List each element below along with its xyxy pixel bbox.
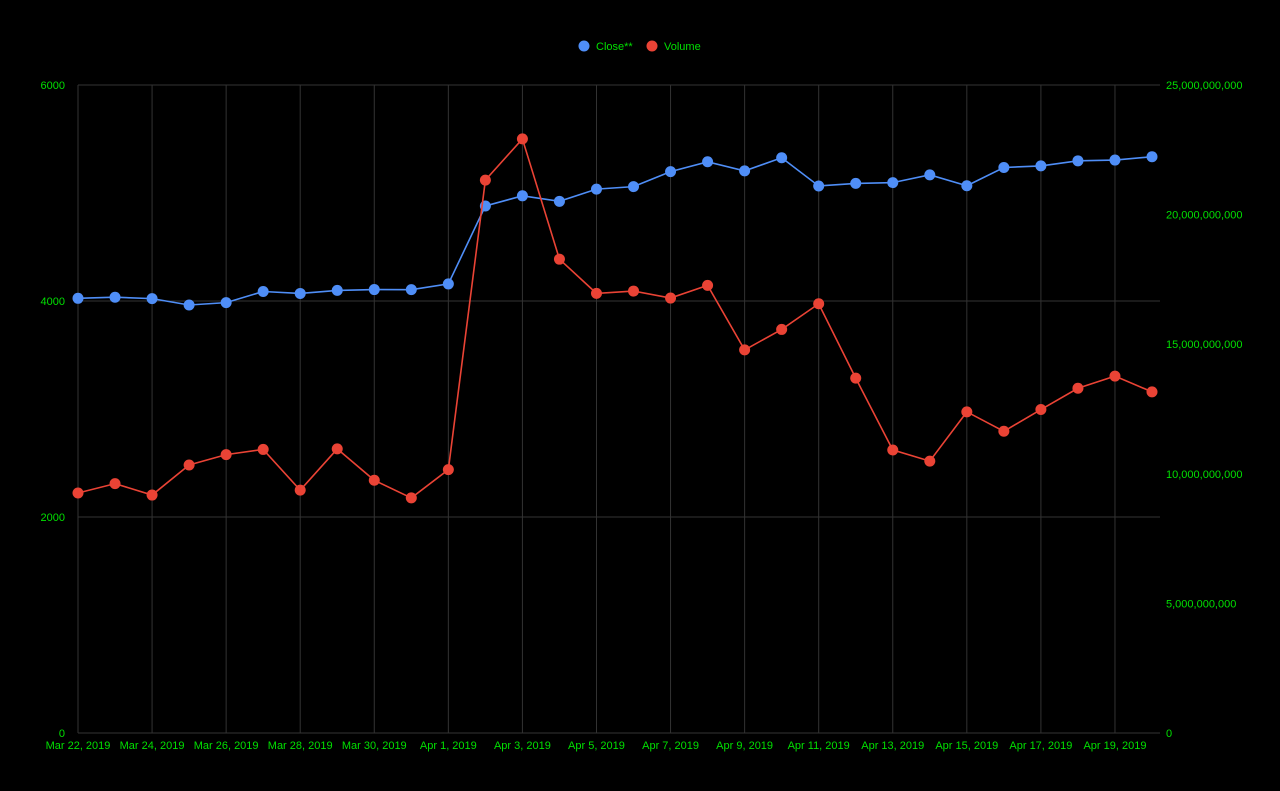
legend: Close** Volume (578, 40, 701, 53)
data-point-volume[interactable] (72, 487, 84, 499)
data-point-volume[interactable] (590, 287, 602, 299)
legend-label-volume: Volume (664, 41, 701, 53)
y-left-tick-label: 4000 (41, 296, 65, 308)
data-point-close[interactable] (405, 284, 417, 296)
data-point-volume[interactable] (516, 133, 528, 145)
data-point-close[interactable] (516, 190, 528, 202)
legend-marker-volume (646, 40, 658, 52)
data-point-volume[interactable] (109, 478, 121, 490)
data-point-volume[interactable] (887, 444, 899, 456)
data-point-close[interactable] (442, 278, 454, 290)
y-right-tick-label: 15,000,000,000 (1166, 339, 1242, 351)
data-point-volume[interactable] (294, 484, 306, 496)
data-point-volume[interactable] (628, 285, 640, 297)
x-tick-label: Apr 17, 2019 (1009, 740, 1072, 752)
data-point-close[interactable] (628, 181, 640, 193)
data-point-close[interactable] (924, 169, 936, 181)
data-point-close[interactable] (294, 287, 306, 299)
grid (77, 84, 1160, 734)
x-tick-label: Apr 7, 2019 (642, 740, 699, 752)
data-point-volume[interactable] (924, 455, 936, 467)
y-right-tick-label: 10,000,000,000 (1166, 469, 1242, 481)
data-point-volume[interactable] (405, 492, 417, 504)
series-line-close (77, 155, 1153, 306)
data-point-close[interactable] (1072, 155, 1084, 167)
data-point-volume[interactable] (1109, 370, 1121, 382)
x-tick-label: Mar 22, 2019 (46, 740, 111, 752)
data-point-close[interactable] (1035, 160, 1047, 172)
data-point-volume[interactable] (442, 464, 454, 476)
data-point-close[interactable] (220, 297, 232, 309)
data-point-volume[interactable] (331, 443, 343, 455)
data-point-close[interactable] (739, 165, 751, 177)
data-point-close[interactable] (257, 285, 269, 297)
x-tick-label: Apr 5, 2019 (568, 740, 625, 752)
data-point-close[interactable] (702, 156, 714, 168)
data-point-volume[interactable] (776, 323, 788, 335)
axes: 0 2000 4000 6000 0 5,000,000,000 10,000,000,00… (41, 80, 1243, 752)
data-point-volume[interactable] (665, 292, 677, 304)
data-point-volume[interactable] (183, 459, 195, 471)
y-left-tick-label: 2000 (41, 512, 65, 524)
data-point-volume[interactable] (368, 474, 380, 486)
data-point-close[interactable] (776, 152, 788, 164)
data-point-volume[interactable] (257, 443, 269, 455)
data-point-close[interactable] (146, 293, 158, 305)
data-point-volume[interactable] (1072, 382, 1084, 394)
y-right-tick-label: 20,000,000,000 (1166, 210, 1242, 222)
data-point-close[interactable] (850, 177, 862, 189)
x-tick-label: Apr 3, 2019 (494, 740, 551, 752)
data-point-close[interactable] (887, 177, 899, 189)
x-tick-label: Apr 15, 2019 (935, 740, 998, 752)
data-point-close[interactable] (998, 162, 1010, 174)
data-point-close[interactable] (813, 180, 825, 192)
data-point-close[interactable] (109, 291, 121, 303)
data-point-close[interactable] (961, 180, 973, 192)
data-point-volume[interactable] (961, 406, 973, 418)
x-tick-label: Apr 1, 2019 (420, 740, 477, 752)
x-tick-label: Apr 11, 2019 (788, 740, 850, 752)
x-tick-label: Apr 19, 2019 (1083, 740, 1146, 752)
y-left-tick-label: 6000 (41, 80, 65, 92)
data-point-close[interactable] (331, 284, 343, 296)
x-tick-label: Mar 28, 2019 (268, 740, 333, 752)
data-point-volume[interactable] (220, 449, 232, 461)
data-point-volume[interactable] (739, 344, 751, 356)
data-point-volume[interactable] (850, 372, 862, 384)
x-tick-label: Mar 30, 2019 (342, 740, 407, 752)
x-tick-label: Mar 26, 2019 (194, 740, 259, 752)
data-point-volume[interactable] (998, 425, 1010, 437)
data-point-volume[interactable] (146, 489, 158, 501)
legend-label-close: Close** (596, 41, 633, 53)
data-point-volume[interactable] (1035, 404, 1047, 416)
y-left-tick-label: 0 (59, 728, 65, 740)
data-point-volume[interactable] (813, 298, 825, 310)
data-point-volume[interactable] (553, 253, 565, 265)
data-point-close[interactable] (553, 195, 565, 207)
data-point-volume[interactable] (702, 279, 714, 291)
y-right-tick-label: 0 (1166, 728, 1172, 740)
x-tick-label: Mar 24, 2019 (120, 740, 185, 752)
data-point-close[interactable] (368, 284, 380, 296)
data-point-volume[interactable] (1146, 386, 1158, 398)
data-point-close[interactable] (1109, 154, 1121, 166)
data-point-close[interactable] (590, 183, 602, 195)
x-tick-label: Apr 9, 2019 (716, 740, 773, 752)
data-point-volume[interactable] (479, 174, 491, 186)
x-tick-label: Apr 13, 2019 (861, 740, 924, 752)
y-right-tick-label: 5,000,000,000 (1166, 598, 1236, 610)
y-right-tick-label: 25,000,000,000 (1166, 80, 1242, 92)
data-point-close[interactable] (665, 166, 677, 178)
legend-marker-close (578, 40, 590, 52)
data-point-close[interactable] (72, 292, 84, 304)
data-point-close[interactable] (1146, 151, 1158, 163)
series-line-volume (77, 137, 1153, 499)
data-point-close[interactable] (183, 299, 195, 311)
series (72, 133, 1158, 504)
